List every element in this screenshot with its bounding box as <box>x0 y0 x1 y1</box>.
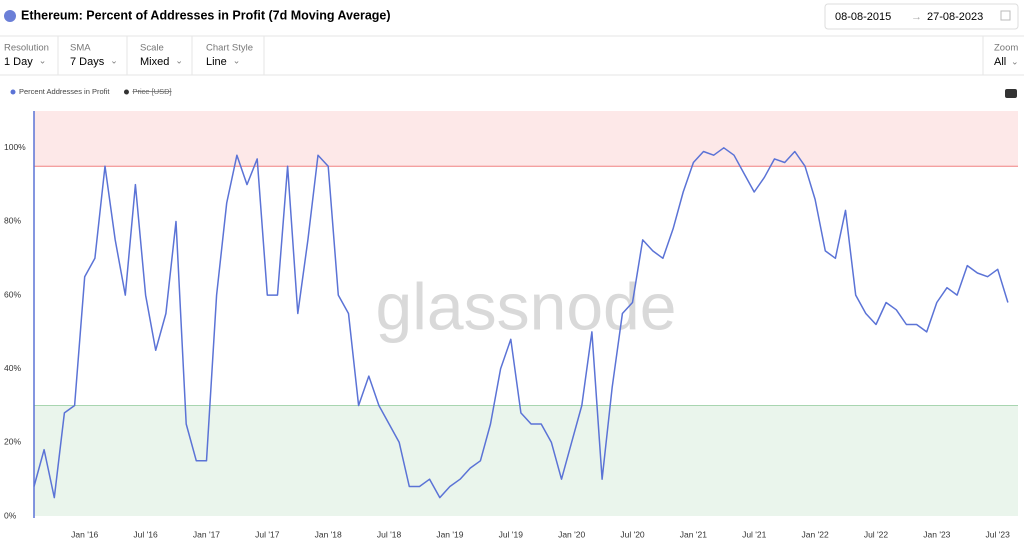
control-label: Scale <box>140 43 164 54</box>
x-tick-label: Jul '23 <box>986 529 1011 539</box>
control-value[interactable]: 7 Days <box>70 56 105 68</box>
legend-label[interactable]: Percent Addresses in Profit <box>19 87 110 96</box>
x-tick-label: Jan '19 <box>436 529 463 539</box>
y-tick-label: 20% <box>4 437 21 447</box>
x-tick-label: Jul '21 <box>742 529 767 539</box>
chart-title: Ethereum: Percent of Addresses in Profit… <box>21 8 391 22</box>
chevron: ⌄ <box>1011 56 1019 66</box>
date-range[interactable] <box>824 3 1019 30</box>
watermark: glassnode <box>376 269 677 343</box>
control-value[interactable]: 1 Day <box>4 56 33 68</box>
chevron: ⌄ <box>233 55 241 65</box>
arrow: → <box>911 11 922 23</box>
x-tick-label: Jul '19 <box>499 529 524 539</box>
x-tick-label: Jan '16 <box>71 529 98 539</box>
zone-band <box>34 111 1018 167</box>
chevron: ⌄ <box>175 55 183 65</box>
zone-band <box>34 405 1018 516</box>
control-label: Chart Style <box>206 43 253 54</box>
zoom-label: Zoom <box>994 43 1018 54</box>
x-tick-label: Jul '17 <box>255 529 280 539</box>
y-tick-label: 0% <box>4 510 17 520</box>
x-tick-label: Jul '20 <box>620 529 645 539</box>
x-tick-label: Jul '22 <box>864 529 889 539</box>
y-tick-label: 40% <box>4 363 21 373</box>
date-from[interactable]: 08-08-2015 <box>835 11 891 23</box>
y-tick-label: 60% <box>4 289 21 299</box>
chevron: ⌄ <box>39 55 47 65</box>
date-to[interactable]: 27-08-2023 <box>927 11 983 23</box>
x-tick-label: Jan '20 <box>558 529 585 539</box>
x-tick-label: Jan '23 <box>923 529 950 539</box>
control-value[interactable]: Mixed <box>140 56 169 68</box>
x-tick-label: Jan '22 <box>802 529 829 539</box>
legend-marker <box>123 89 129 95</box>
camera-icon[interactable] <box>1005 89 1017 98</box>
control-value[interactable]: Line <box>206 56 227 68</box>
y-tick-label: 80% <box>4 216 21 226</box>
x-tick-label: Jan '18 <box>315 529 342 539</box>
control-label: SMA <box>70 43 91 54</box>
data-line <box>33 147 1009 499</box>
legend-label[interactable]: Price [USD] <box>132 87 171 96</box>
x-tick-label: Jan '21 <box>680 529 707 539</box>
chevron: ⌄ <box>110 55 118 65</box>
eth-icon <box>4 10 16 22</box>
control-label: Resolution <box>4 43 49 54</box>
zoom-value[interactable]: All <box>994 56 1006 68</box>
x-tick-label: Jan '17 <box>193 529 220 539</box>
x-tick-label: Jul '18 <box>377 529 402 539</box>
legend-marker <box>10 89 16 95</box>
x-tick-label: Jul '16 <box>133 529 158 539</box>
y-tick-label: 100% <box>4 142 26 152</box>
calendar-icon[interactable] <box>1000 10 1011 21</box>
